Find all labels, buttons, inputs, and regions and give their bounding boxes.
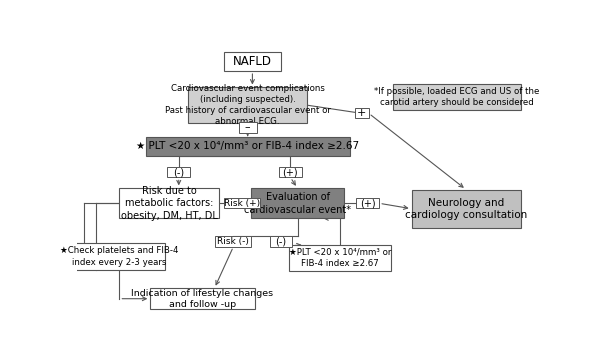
Text: Neurology and
cardiology consultation: Neurology and cardiology consultation	[405, 198, 527, 220]
FancyBboxPatch shape	[392, 84, 521, 110]
FancyBboxPatch shape	[120, 188, 219, 218]
Text: ★Check platelets and FIB-4
index every 2-3 years: ★Check platelets and FIB-4 index every 2…	[60, 246, 178, 267]
Text: (+): (+)	[360, 198, 376, 208]
FancyBboxPatch shape	[215, 236, 251, 247]
Text: (-): (-)	[173, 167, 185, 177]
Text: –: –	[245, 122, 251, 132]
Text: Cardiovascular event complications
(including suspected).
Past history of cardio: Cardiovascular event complications (incl…	[165, 84, 330, 126]
Text: *If possible, loaded ECG and US of the
carotid artery should be considered: *If possible, loaded ECG and US of the c…	[374, 87, 539, 107]
Text: Risk due to
metabolic factors:
obesity, DM, HT, DL: Risk due to metabolic factors: obesity, …	[121, 186, 218, 221]
Text: Indication of lifestyle changes
and follow -up: Indication of lifestyle changes and foll…	[131, 289, 273, 309]
Text: ★PLT <20 x 10⁴/mm³ or
FIB-4 index ≥2.67: ★PLT <20 x 10⁴/mm³ or FIB-4 index ≥2.67	[289, 248, 392, 268]
FancyBboxPatch shape	[411, 190, 521, 228]
FancyBboxPatch shape	[74, 243, 164, 270]
Text: +: +	[357, 108, 367, 118]
FancyBboxPatch shape	[238, 122, 257, 133]
FancyBboxPatch shape	[354, 108, 369, 118]
Text: ★ PLT <20 x 10⁴/mm³ or FIB-4 index ≥2.67: ★ PLT <20 x 10⁴/mm³ or FIB-4 index ≥2.67	[136, 141, 359, 151]
FancyBboxPatch shape	[224, 52, 281, 71]
FancyBboxPatch shape	[356, 198, 379, 209]
FancyBboxPatch shape	[145, 137, 350, 156]
FancyBboxPatch shape	[167, 167, 190, 177]
FancyBboxPatch shape	[150, 289, 255, 309]
FancyBboxPatch shape	[188, 87, 307, 123]
FancyBboxPatch shape	[251, 188, 344, 218]
FancyBboxPatch shape	[289, 245, 391, 271]
FancyBboxPatch shape	[270, 236, 292, 247]
Text: Evaluation of
cardiovascular event*: Evaluation of cardiovascular event*	[244, 192, 351, 215]
Text: NAFLD: NAFLD	[233, 55, 272, 68]
Text: (+): (+)	[283, 167, 298, 177]
FancyBboxPatch shape	[279, 167, 302, 177]
Text: Risk (+): Risk (+)	[224, 199, 260, 208]
FancyBboxPatch shape	[224, 198, 260, 209]
Text: Risk (-): Risk (-)	[218, 237, 249, 246]
Text: (-): (-)	[275, 236, 286, 246]
